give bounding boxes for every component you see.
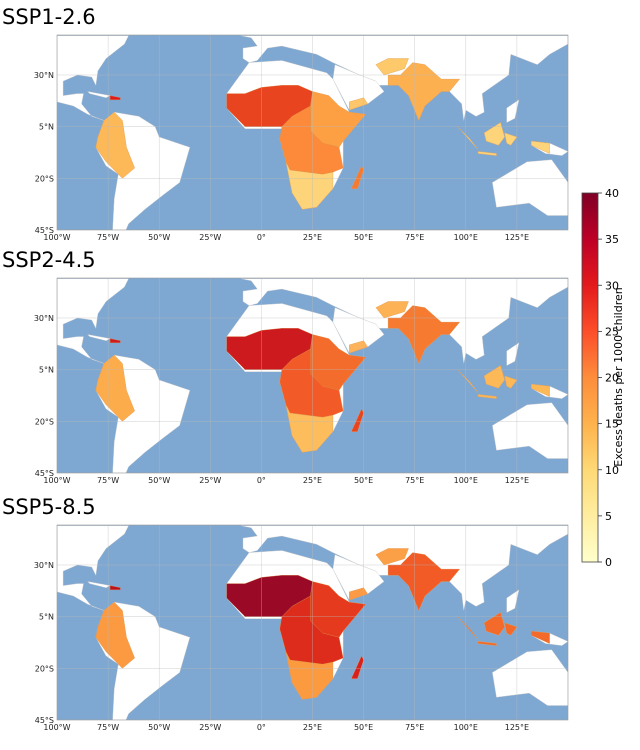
lon-tick-label: 50°W: [148, 476, 170, 485]
lon-tick-label: 25°E: [303, 476, 322, 485]
lon-tick-label: 0°: [257, 476, 266, 485]
lon-tick-label: 125°E: [505, 233, 529, 242]
lat-tick-label: 45°S: [35, 716, 54, 725]
lon-tick-label: 25°W: [199, 233, 221, 242]
lat-tick-label: 30°N: [34, 71, 54, 80]
map: [57, 525, 568, 720]
colorbar-tick-label: 15: [605, 418, 619, 431]
lon-tick-label: 125°E: [505, 723, 529, 732]
colorbar-tick-label: 35: [605, 233, 619, 246]
panel-frame: [56, 277, 569, 474]
panel-title: SSP2-4.5: [2, 248, 96, 272]
colorbar-label: Excess deaths per 1000 children: [612, 287, 625, 466]
lat-tick-label: 5°N: [39, 123, 54, 132]
lon-tick-label: 75°E: [405, 723, 424, 732]
lon-tick-label: 100°E: [454, 723, 478, 732]
panel-frame: [56, 34, 569, 231]
panel-title: SSP1-2.6: [2, 5, 96, 29]
colorbar-tick-label: 30: [605, 279, 619, 292]
lat-tick-label: 30°N: [34, 314, 54, 323]
colorbar: [581, 192, 599, 563]
lat-tick-label: 45°S: [35, 226, 54, 235]
lon-tick-label: 50°E: [354, 233, 373, 242]
lon-tick-label: 75°W: [97, 233, 119, 242]
lat-tick-label: 5°N: [39, 366, 54, 375]
colorbar-tick-label: 0: [605, 556, 612, 569]
lat-tick-label: 45°S: [35, 469, 54, 478]
colorbar-tick-label: 25: [605, 325, 619, 338]
lat-tick-label: 20°S: [35, 664, 54, 673]
lon-tick-label: 75°W: [97, 476, 119, 485]
lon-tick-label: 50°W: [148, 723, 170, 732]
lon-tick-label: 50°E: [354, 723, 373, 732]
lat-tick-label: 30°N: [34, 561, 54, 570]
colorbar-tick-label: 40: [605, 187, 619, 200]
colorbar-tick-label: 5: [605, 510, 612, 523]
lat-tick-label: 20°S: [35, 417, 54, 426]
lon-tick-label: 100°E: [454, 476, 478, 485]
lon-tick-label: 25°W: [199, 723, 221, 732]
lon-tick-label: 125°E: [505, 476, 529, 485]
lon-tick-label: 0°: [257, 723, 266, 732]
lat-tick-label: 5°N: [39, 613, 54, 622]
lon-tick-label: 25°W: [199, 476, 221, 485]
map: [57, 278, 568, 473]
lon-tick-label: 100°W: [43, 476, 70, 485]
lon-tick-label: 50°E: [354, 476, 373, 485]
colorbar-axis: 0 5 10 15 20 25 30 35 40: [598, 187, 619, 569]
lon-tick-label: 75°W: [97, 723, 119, 732]
panel-frame: [56, 524, 569, 721]
lon-tick-label: 100°W: [43, 723, 70, 732]
colorbar-tick-label: 10: [605, 464, 619, 477]
lon-tick-label: 75°E: [405, 476, 424, 485]
lon-tick-label: 0°: [257, 233, 266, 242]
lat-tick-label: 20°S: [35, 174, 54, 183]
lon-tick-label: 75°E: [405, 233, 424, 242]
lon-tick-label: 25°E: [303, 723, 322, 732]
lon-tick-label: 100°W: [43, 233, 70, 242]
lon-tick-label: 50°W: [148, 233, 170, 242]
panel-title: SSP5-8.5: [2, 495, 96, 519]
map: [57, 35, 568, 230]
lon-tick-label: 25°E: [303, 233, 322, 242]
lon-tick-label: 100°E: [454, 233, 478, 242]
colorbar-tick-label: 20: [605, 372, 619, 385]
